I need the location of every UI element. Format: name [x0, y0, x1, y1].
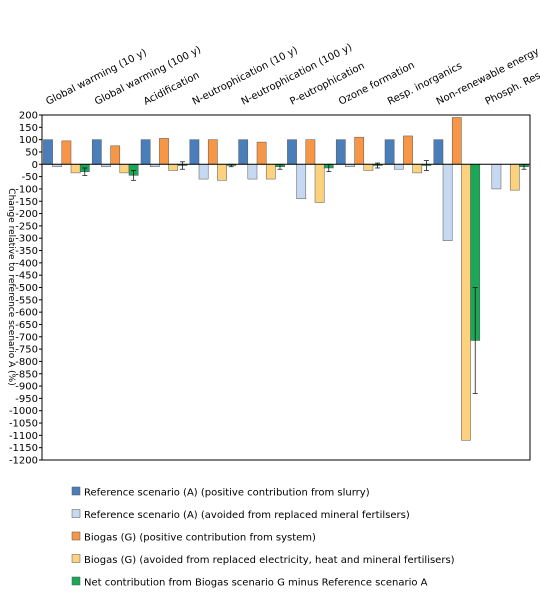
bar [140, 139, 151, 165]
y-tick-label: -1200 [9, 456, 38, 467]
bar [238, 139, 249, 165]
legend-label: Biogas (G) (avoided from replaced electr… [84, 555, 455, 566]
y-tick-label: -350 [15, 246, 38, 257]
y-tick-label: 50 [25, 147, 38, 158]
legend-swatch [71, 531, 81, 541]
bar [70, 164, 81, 174]
y-tick-label: 200 [19, 111, 38, 122]
y-tick-label: -400 [15, 258, 38, 269]
bar [110, 145, 121, 165]
y-tick-label: -300 [15, 234, 38, 245]
bar [335, 139, 346, 165]
y-tick-label: -200 [15, 209, 38, 220]
bar [189, 139, 200, 165]
y-tick-label: -1150 [9, 443, 38, 454]
y-tick-label: 0 [32, 160, 38, 171]
bar [491, 164, 502, 190]
bar [412, 164, 423, 174]
y-tick-label: -550 [15, 295, 38, 306]
bar [168, 164, 179, 171]
y-tick-label: -850 [15, 369, 38, 380]
y-tick-label: -650 [15, 320, 38, 331]
bar [363, 164, 374, 171]
bar [247, 164, 258, 180]
y-tick-label: -1100 [9, 431, 38, 442]
y-tick-label: -800 [15, 357, 38, 368]
legend-label: Biogas (G) (positive contribution from s… [84, 533, 316, 544]
y-tick-label: -1000 [9, 406, 38, 417]
y-tick-label: -600 [15, 308, 38, 319]
legend-label: Reference scenario (A) (positive contrib… [84, 488, 370, 499]
y-tick-label: -900 [15, 382, 38, 393]
bar [43, 139, 53, 165]
bar [159, 138, 169, 165]
y-tick-label: -1050 [9, 419, 38, 430]
bar [461, 164, 471, 441]
y-tick-label: -950 [15, 394, 38, 405]
bar [305, 139, 316, 165]
bar [198, 164, 209, 180]
bar [217, 164, 227, 181]
y-tick-label: 150 [19, 123, 38, 134]
bar [433, 139, 444, 165]
bar [265, 164, 276, 180]
bar [91, 139, 102, 165]
legend-swatch [71, 486, 81, 496]
y-tick-label: -450 [15, 271, 38, 282]
y-tick-label: 100 [19, 135, 38, 146]
bar [393, 164, 404, 170]
y-tick-label: -150 [15, 197, 38, 208]
bar [296, 164, 307, 200]
error-bar [82, 167, 88, 176]
bar [451, 117, 462, 165]
bar [207, 139, 218, 165]
error-bar [472, 287, 478, 394]
bar [314, 164, 325, 203]
bar [403, 135, 413, 165]
y-tick-label: -100 [15, 184, 38, 195]
plot-frame [41, 114, 531, 461]
bar [509, 164, 520, 191]
y-tick-label: -250 [15, 221, 38, 232]
y-tick-label: -50 [22, 172, 38, 183]
bar [442, 164, 453, 241]
error-bar [179, 161, 185, 170]
bar [354, 136, 365, 165]
legend-swatch [71, 509, 81, 518]
y-tick-label: -500 [15, 283, 38, 294]
bar [61, 140, 72, 165]
bar [287, 139, 297, 165]
y-axis-label: Change relative to reference scenario A … [6, 188, 16, 385]
y-tick-label: -700 [15, 332, 38, 343]
legend-label: Reference scenario (A) (avoided from rep… [84, 510, 410, 521]
bar [384, 139, 395, 165]
error-bar [131, 170, 137, 181]
bar [256, 141, 267, 165]
error-bar [423, 160, 429, 171]
legend-label: Net contribution from Biogas scenario G … [84, 578, 428, 589]
y-tick-label: -750 [15, 345, 38, 356]
bar [119, 164, 130, 174]
legend-swatch [71, 576, 81, 586]
legend-swatch [71, 554, 81, 563]
